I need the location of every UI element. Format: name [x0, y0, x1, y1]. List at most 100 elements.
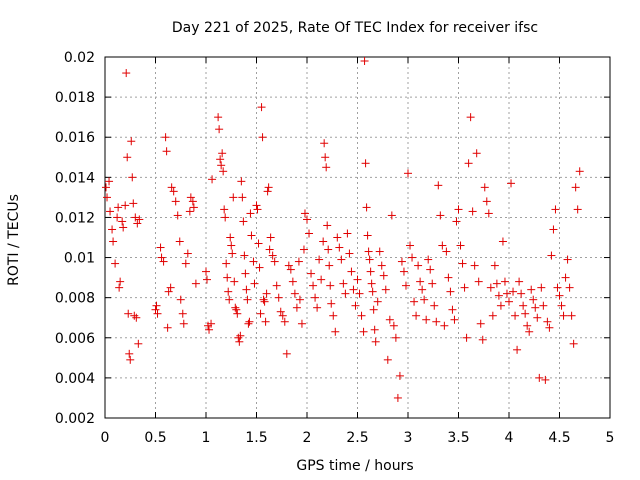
data-point — [236, 331, 245, 340]
data-point — [224, 287, 233, 296]
data-point — [113, 213, 122, 222]
y-tick-label: 0.012 — [55, 210, 95, 226]
data-point — [418, 285, 427, 294]
data-point — [335, 243, 344, 252]
data-point — [246, 209, 255, 218]
data-point — [235, 337, 244, 346]
data-point — [408, 253, 417, 262]
data-point — [395, 371, 404, 380]
data-point — [567, 311, 576, 320]
data-point — [364, 247, 373, 256]
data-point — [488, 311, 497, 320]
data-point — [309, 281, 318, 290]
axis-ticks — [104, 56, 611, 419]
data-point — [537, 283, 546, 292]
data-point — [442, 247, 451, 256]
data-point — [474, 277, 483, 286]
data-point — [490, 261, 499, 270]
data-point — [509, 287, 518, 296]
data-point — [478, 335, 487, 344]
data-point — [541, 375, 550, 384]
data-point — [108, 225, 117, 234]
data-point — [327, 299, 336, 308]
data-point — [244, 319, 253, 328]
data-point — [381, 285, 390, 294]
data-point — [571, 183, 580, 192]
data-point — [401, 281, 410, 290]
data-point — [370, 325, 379, 334]
data-point — [242, 285, 251, 294]
data-point — [383, 355, 392, 364]
data-point — [404, 169, 412, 178]
data-point — [406, 241, 415, 250]
data-point — [205, 325, 214, 334]
data-point — [362, 203, 371, 212]
data-point — [399, 267, 408, 276]
data-point — [222, 259, 231, 268]
data-point — [231, 303, 240, 312]
data-point — [355, 289, 364, 298]
data-point — [343, 229, 352, 238]
data-point — [500, 277, 509, 286]
data-point — [466, 113, 475, 122]
data-point — [363, 231, 372, 240]
data-point — [176, 295, 185, 304]
data-point — [171, 197, 180, 206]
data-point — [389, 321, 398, 330]
data-point — [434, 181, 443, 190]
data-point — [245, 317, 254, 326]
x-tick-label: 2 — [303, 430, 312, 446]
data-point — [513, 345, 522, 354]
data-point — [565, 283, 574, 292]
data-point — [114, 203, 123, 212]
data-point — [266, 233, 275, 242]
data-point — [135, 215, 144, 224]
data-point — [360, 57, 369, 66]
data-point — [311, 293, 320, 302]
data-point — [458, 259, 467, 268]
data-point — [219, 167, 228, 176]
data-point — [183, 249, 192, 258]
data-point — [129, 199, 138, 208]
data-point — [391, 333, 400, 342]
data-point — [313, 303, 322, 312]
data-point — [203, 275, 212, 284]
data-point — [270, 257, 279, 266]
data-point — [299, 245, 308, 254]
y-tick-label: 0.002 — [55, 411, 95, 427]
data-point — [450, 315, 459, 324]
data-point — [424, 255, 433, 264]
data-point — [303, 215, 311, 224]
x-axis-label: GPS time / hours — [296, 458, 413, 474]
data-point — [272, 281, 281, 290]
data-point — [369, 305, 378, 314]
data-point — [188, 197, 197, 206]
data-point — [214, 113, 223, 122]
y-axis-label: ROTI / TECUs — [6, 194, 22, 286]
data-point — [233, 309, 242, 318]
data-point — [428, 279, 437, 288]
data-point — [254, 239, 263, 248]
data-point — [557, 301, 566, 310]
data-point — [230, 277, 239, 286]
data-point — [156, 243, 165, 252]
data-point — [484, 209, 493, 218]
data-point — [341, 289, 350, 298]
data-point — [221, 213, 230, 222]
data-point — [179, 319, 188, 328]
data-point — [410, 297, 419, 306]
data-point — [292, 303, 301, 312]
data-point — [545, 323, 554, 332]
data-point — [226, 233, 235, 242]
data-point — [446, 287, 455, 296]
data-point — [426, 265, 435, 274]
data-point — [276, 307, 285, 316]
data-point — [202, 267, 210, 276]
data-point — [290, 289, 299, 298]
y-tick-label: 0.02 — [64, 50, 95, 66]
data-point — [460, 283, 469, 292]
data-point — [297, 319, 306, 328]
data-point — [367, 279, 376, 288]
data-point — [278, 311, 287, 320]
data-point — [288, 277, 297, 286]
